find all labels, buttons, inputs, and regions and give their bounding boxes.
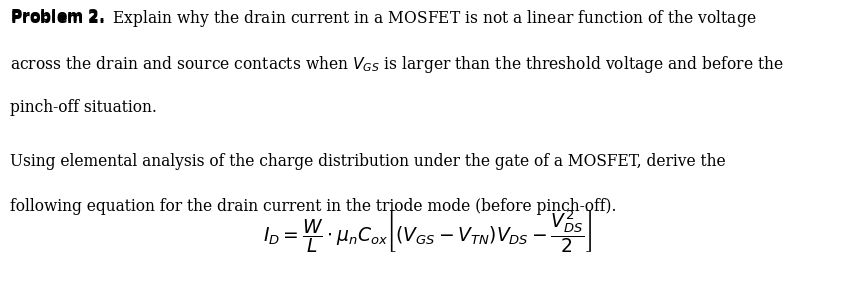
Text: Using elemental analysis of the charge distribution under the gate of a MOSFET, : Using elemental analysis of the charge d… — [10, 153, 726, 170]
Text: following equation for the drain current in the triode mode (before pinch-off).: following equation for the drain current… — [10, 198, 616, 215]
Text: $I_D = \dfrac{W}{L} \cdot \mu_n C_{ox} \left[ (V_{GS} - V_{TN})V_{DS} - \dfrac{V: $I_D = \dfrac{W}{L} \cdot \mu_n C_{ox} \… — [263, 208, 592, 255]
Text: $\mathbf{Problem\ 2.}$ Explain why the drain current in a MOSFET is not a linear: $\mathbf{Problem\ 2.}$ Explain why the d… — [10, 8, 757, 29]
Text: across the drain and source contacts when $V_{GS}$ is larger than the threshold : across the drain and source contacts whe… — [10, 54, 784, 75]
Text: $\mathbf{Problem\ 2.}$: $\mathbf{Problem\ 2.}$ — [10, 8, 105, 25]
Text: pinch-off situation.: pinch-off situation. — [10, 99, 157, 116]
